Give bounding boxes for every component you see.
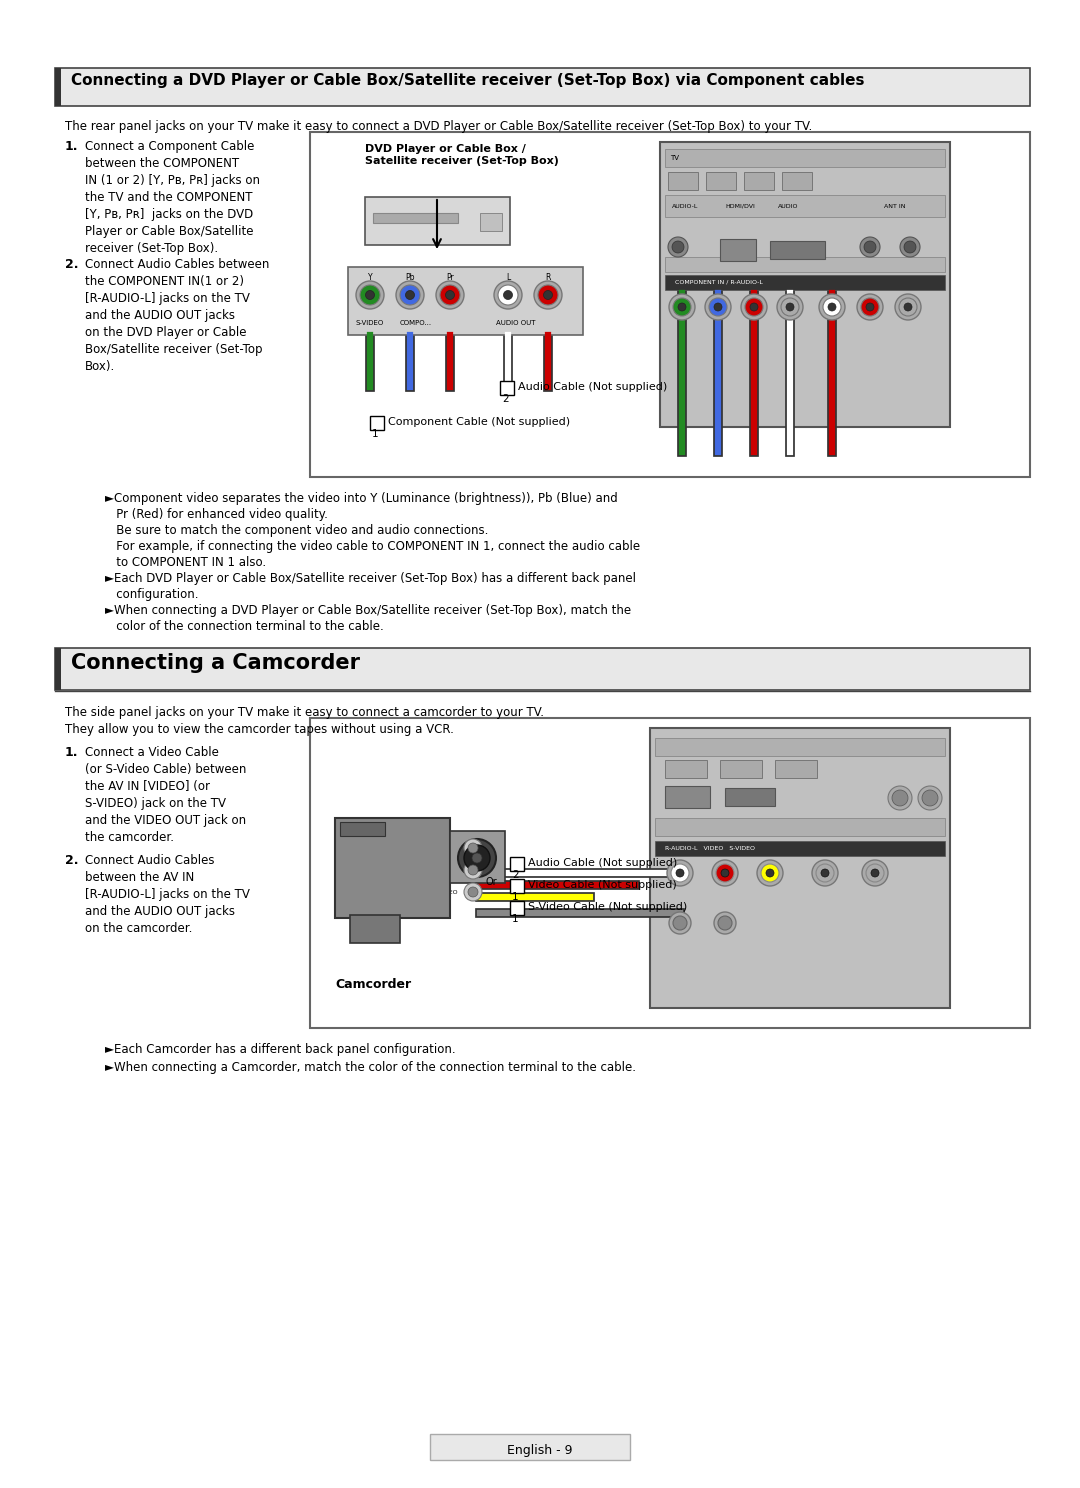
Text: 1: 1 xyxy=(512,891,518,902)
Text: configuration.: configuration. xyxy=(105,588,199,601)
Circle shape xyxy=(498,286,518,305)
Bar xyxy=(650,728,950,1007)
Circle shape xyxy=(870,869,879,876)
Bar xyxy=(665,760,707,778)
Circle shape xyxy=(503,290,513,299)
Bar xyxy=(55,68,1030,106)
Circle shape xyxy=(781,298,799,315)
Bar xyxy=(480,213,502,231)
Circle shape xyxy=(440,286,460,305)
Circle shape xyxy=(673,298,691,315)
Text: ►Each Camcorder has a different back panel configuration.: ►Each Camcorder has a different back pan… xyxy=(105,1043,456,1056)
Bar xyxy=(310,132,1030,478)
Bar xyxy=(654,841,945,856)
Circle shape xyxy=(812,860,838,885)
Bar xyxy=(373,213,458,223)
Circle shape xyxy=(705,295,731,320)
Circle shape xyxy=(864,241,876,253)
Circle shape xyxy=(468,865,478,875)
Circle shape xyxy=(904,304,912,311)
Text: Y: Y xyxy=(367,272,373,281)
Text: Pr: Pr xyxy=(446,272,454,281)
Circle shape xyxy=(900,237,920,257)
Bar xyxy=(744,173,774,190)
Bar xyxy=(55,647,1030,690)
Circle shape xyxy=(671,865,689,882)
Circle shape xyxy=(405,290,415,299)
Text: HDMI/DVI: HDMI/DVI xyxy=(725,204,755,208)
Bar xyxy=(725,789,775,806)
Text: to COMPONENT IN 1 also.: to COMPONENT IN 1 also. xyxy=(105,557,266,568)
Bar xyxy=(770,241,825,259)
Circle shape xyxy=(786,304,794,311)
Circle shape xyxy=(766,869,774,876)
Circle shape xyxy=(669,237,688,257)
Circle shape xyxy=(861,298,879,315)
Bar xyxy=(430,1434,630,1460)
Circle shape xyxy=(761,865,779,882)
Circle shape xyxy=(745,298,762,315)
Bar xyxy=(55,68,60,106)
Circle shape xyxy=(472,853,482,863)
Bar xyxy=(310,719,1030,1028)
Circle shape xyxy=(400,286,420,305)
Circle shape xyxy=(712,860,738,885)
Text: Connecting a DVD Player or Cable Box/Satellite receiver (Set-Top Box) via Compon: Connecting a DVD Player or Cable Box/Sat… xyxy=(71,73,864,88)
Circle shape xyxy=(860,237,880,257)
Bar xyxy=(55,647,60,690)
Circle shape xyxy=(888,786,912,809)
Text: TV: TV xyxy=(670,155,679,161)
Text: 2.: 2. xyxy=(65,854,79,868)
Text: Connect Audio Cables between
the COMPONENT IN(1 or 2)
[R-AUDIO-L] jacks on the T: Connect Audio Cables between the COMPONE… xyxy=(85,257,269,373)
Circle shape xyxy=(819,295,845,320)
Bar xyxy=(706,173,735,190)
Text: 2.: 2. xyxy=(65,257,79,271)
Circle shape xyxy=(823,298,841,315)
Text: The rear panel jacks on your TV make it easy to connect a DVD Player or Cable Bo: The rear panel jacks on your TV make it … xyxy=(65,121,812,132)
Circle shape xyxy=(458,839,496,876)
Circle shape xyxy=(866,865,885,882)
Bar xyxy=(782,173,812,190)
Text: Audio Cable (Not supplied): Audio Cable (Not supplied) xyxy=(528,859,677,868)
Text: 1.: 1. xyxy=(65,745,79,759)
Text: Component Cable (Not supplied): Component Cable (Not supplied) xyxy=(388,417,570,427)
Text: ►When connecting a Camcorder, match the color of the connection terminal to the : ►When connecting a Camcorder, match the … xyxy=(105,1061,636,1074)
Circle shape xyxy=(708,298,727,315)
Circle shape xyxy=(534,281,562,310)
Text: DVD Player or Cable Box /
Satellite receiver (Set-Top Box): DVD Player or Cable Box / Satellite rece… xyxy=(365,144,558,167)
Text: AUDIO OUT: AUDIO OUT xyxy=(496,320,536,326)
Circle shape xyxy=(464,862,482,879)
Text: Audio Cable (Not supplied): Audio Cable (Not supplied) xyxy=(518,382,667,391)
Text: 2: 2 xyxy=(512,870,518,879)
Text: Camcorder: Camcorder xyxy=(335,978,411,991)
Circle shape xyxy=(494,281,522,310)
Text: Pr (Red) for enhanced video quality.: Pr (Red) for enhanced video quality. xyxy=(105,507,328,521)
Text: COMPONENT IN / R-AUDIO-L: COMPONENT IN / R-AUDIO-L xyxy=(675,280,762,284)
Circle shape xyxy=(365,290,375,299)
Circle shape xyxy=(816,865,834,882)
Circle shape xyxy=(676,869,684,876)
Text: ►Component video separates the video into Y (Luminance (brightness)), Pb (Blue) : ►Component video separates the video int… xyxy=(105,493,618,504)
Text: COMPO...: COMPO... xyxy=(400,320,432,326)
Circle shape xyxy=(667,860,693,885)
Circle shape xyxy=(669,295,696,320)
Circle shape xyxy=(464,839,482,857)
Circle shape xyxy=(468,844,478,853)
Bar xyxy=(654,818,945,836)
Circle shape xyxy=(716,865,734,882)
Circle shape xyxy=(673,917,687,930)
Circle shape xyxy=(895,295,921,320)
Text: 2: 2 xyxy=(502,394,509,405)
Bar xyxy=(510,857,524,870)
Circle shape xyxy=(714,304,723,311)
Text: S-VIDEO: S-VIDEO xyxy=(432,890,458,894)
Bar xyxy=(450,830,505,882)
Text: English - 9: English - 9 xyxy=(508,1443,572,1457)
Circle shape xyxy=(777,295,804,320)
Circle shape xyxy=(543,290,553,299)
Circle shape xyxy=(750,304,758,311)
Text: R: R xyxy=(545,272,551,281)
Bar xyxy=(665,195,945,217)
Bar xyxy=(350,915,400,943)
Bar xyxy=(340,821,384,836)
